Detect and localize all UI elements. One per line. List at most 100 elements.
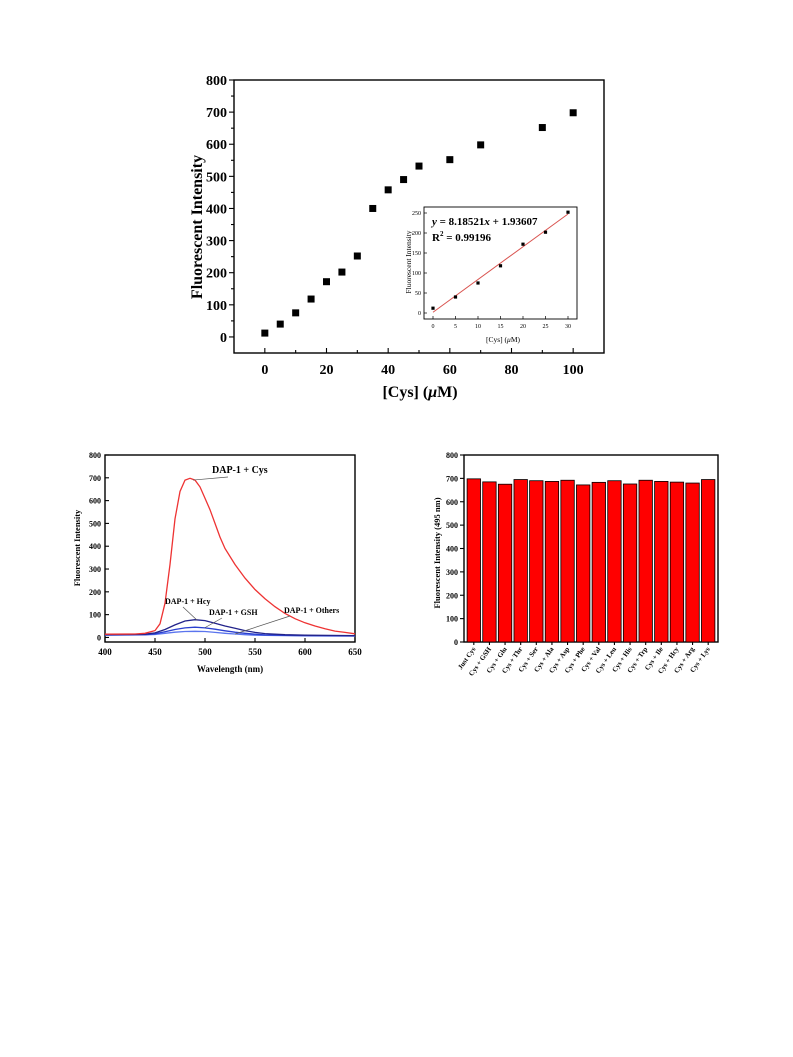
main-data-point bbox=[477, 141, 485, 149]
inset-y-axis-label: Fluorescent Intensity bbox=[404, 230, 413, 293]
spectra-y-tick-label: 0 bbox=[97, 633, 101, 642]
inset-data-point bbox=[498, 264, 503, 268]
main-x-tick-label: 100 bbox=[563, 363, 584, 378]
spectra-y-tick-label: 600 bbox=[89, 497, 101, 506]
main-data-point bbox=[569, 109, 577, 117]
bar bbox=[669, 481, 685, 643]
bar-axis-ticks: 0 100 200 300 400 500 600 700 800 bbox=[446, 451, 709, 647]
inset-y-tick-label: 100 bbox=[412, 271, 421, 277]
main-x-tick-label: 80 bbox=[505, 363, 519, 378]
spectra-x-tick-label: 600 bbox=[298, 647, 312, 657]
bar bbox=[638, 479, 653, 643]
spectra-y-tick-label: 100 bbox=[89, 611, 101, 620]
main-y-tick-label: 500 bbox=[206, 170, 227, 185]
inset-data-point bbox=[431, 306, 435, 310]
bar bbox=[654, 481, 669, 643]
main-data-point bbox=[446, 156, 454, 164]
main-data-point bbox=[338, 268, 346, 276]
bar bbox=[622, 483, 638, 643]
spectra-x-tick-label: 400 bbox=[98, 647, 112, 657]
bar-y-tick-label: 500 bbox=[446, 521, 458, 530]
inset-x-tick-label: 25 bbox=[543, 324, 549, 330]
main-data-point bbox=[276, 320, 284, 328]
inset-data-point bbox=[476, 281, 480, 285]
main-data-point bbox=[323, 278, 330, 286]
main-data-point bbox=[415, 162, 423, 170]
bar-series bbox=[466, 478, 716, 643]
inset-x-tick-label: 10 bbox=[475, 324, 481, 330]
bar bbox=[544, 481, 560, 643]
main-data-points bbox=[261, 109, 577, 337]
main-y-tick-label: 600 bbox=[206, 138, 227, 153]
spectra-y-tick-label: 500 bbox=[89, 519, 101, 528]
bar bbox=[560, 479, 575, 643]
bar bbox=[482, 481, 497, 643]
bar bbox=[685, 482, 700, 643]
main-y-axis-label: Fluorescent Intensity bbox=[189, 155, 206, 299]
spectra-series-line bbox=[104, 619, 356, 637]
main-y-tick-label: 0 bbox=[220, 331, 227, 346]
bar bbox=[576, 484, 591, 643]
inset-axis-ticks: 0 5 10 15 20 25 30 0 50 100 150 200 250 bbox=[412, 211, 571, 330]
main-y-tick-label: 700 bbox=[206, 106, 227, 121]
bar-y-tick-label: 100 bbox=[446, 615, 458, 624]
main-y-tick-label: 300 bbox=[206, 235, 227, 250]
bar bbox=[497, 483, 513, 643]
main-y-tick-label: 800 bbox=[206, 74, 227, 89]
spectra-y-tick-label: 300 bbox=[89, 565, 101, 574]
inset-data-point bbox=[521, 242, 525, 246]
spectra-x-tick-label: 650 bbox=[348, 647, 362, 657]
annotation-leader-line bbox=[204, 617, 223, 628]
annotation-dap1-others: DAP-1 + Others bbox=[284, 606, 339, 615]
spectra-series-line bbox=[104, 626, 356, 637]
bar bbox=[591, 481, 606, 643]
spectra-x-tick-label: 500 bbox=[198, 647, 212, 657]
inset-x-tick-label: 15 bbox=[498, 324, 504, 330]
inset-x-tick-label: 5 bbox=[454, 324, 457, 330]
inset-x-tick-label: 0 bbox=[432, 324, 435, 330]
annotation-dap1-hcy: DAP-1 + Hcy bbox=[165, 597, 210, 606]
spectra-y-axis-label: Fluorescent Intensity bbox=[72, 509, 82, 586]
inset-x-axis-label: [Cys] (μM) bbox=[486, 335, 520, 344]
main-data-point bbox=[538, 124, 546, 132]
main-data-point bbox=[369, 204, 377, 212]
inset-data-point bbox=[453, 295, 458, 299]
bar bbox=[529, 480, 544, 643]
spectra-x-axis-label: Wavelength (nm) bbox=[197, 664, 263, 674]
spectra-y-tick-label: 700 bbox=[89, 474, 101, 483]
spectra-y-tick-label: 800 bbox=[89, 451, 101, 460]
bar-y-tick-label: 200 bbox=[446, 591, 458, 600]
spectra-x-tick-label: 450 bbox=[148, 647, 162, 657]
annotation-leader-line bbox=[182, 606, 198, 621]
bar-y-tick-label: 700 bbox=[446, 474, 458, 483]
bar bbox=[466, 478, 481, 643]
bar-y-tick-label: 0 bbox=[454, 638, 458, 647]
inset-linear-fit-chart: 0 5 10 15 20 25 30 0 50 100 150 200 250 y = 8.18521x… bbox=[404, 206, 578, 344]
inset-data-points bbox=[431, 210, 570, 310]
main-y-tick-label: 100 bbox=[206, 299, 227, 314]
annotation-dap1-cys: DAP-1 + Cys bbox=[212, 465, 268, 476]
inset-y-tick-label: 200 bbox=[412, 231, 421, 237]
main-data-point bbox=[261, 329, 269, 337]
bar-y-tick-label: 400 bbox=[446, 545, 458, 554]
bar bbox=[701, 479, 716, 643]
spectra-plot-frame bbox=[104, 454, 356, 643]
main-y-tick-label: 200 bbox=[206, 267, 227, 282]
spectra-x-tick-label: 550 bbox=[248, 647, 262, 657]
main-x-tick-label: 20 bbox=[320, 363, 334, 378]
main-y-tick-label: 400 bbox=[206, 202, 227, 217]
main-x-axis-label: [Cys] (μM) bbox=[382, 384, 457, 401]
main-x-tick-label: 60 bbox=[443, 363, 457, 378]
emission-spectra-line-chart: 400 450 500 550 600 650 0 100 200 300 400 500 600 700… bbox=[72, 451, 362, 674]
inset-y-tick-label: 50 bbox=[415, 291, 421, 297]
inset-x-tick-label: 30 bbox=[565, 324, 571, 330]
bar-y-tick-label: 600 bbox=[446, 498, 458, 507]
inset-fit-equation: y = 8.18521x + 1.93607 bbox=[430, 216, 538, 228]
inset-y-tick-label: 250 bbox=[412, 211, 421, 217]
inset-y-tick-label: 150 bbox=[412, 251, 421, 257]
spectra-y-tick-label: 200 bbox=[89, 588, 101, 597]
